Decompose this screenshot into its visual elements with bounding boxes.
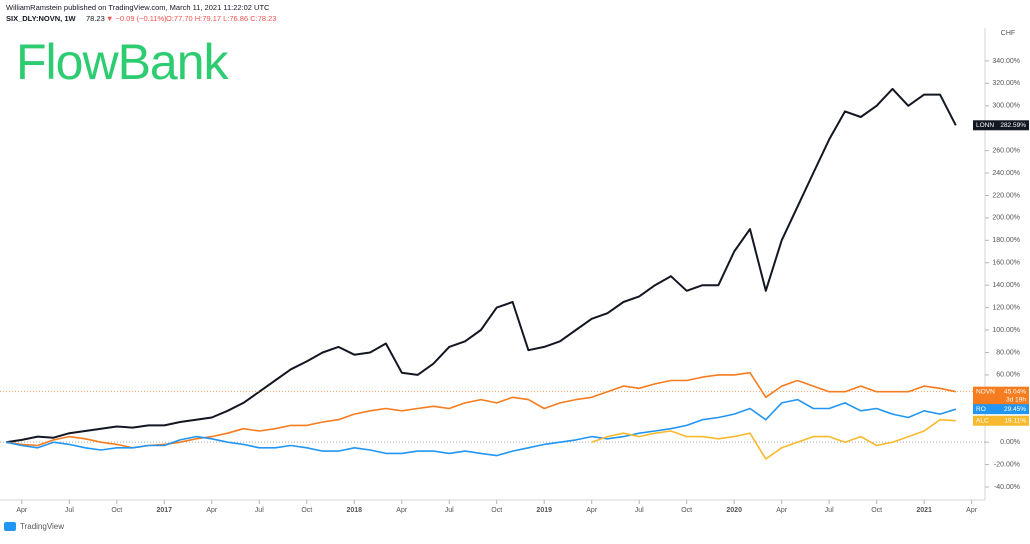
end-label-value: 19.11%: [1004, 417, 1026, 424]
publisher: WilliamRamstein published on TradingView…: [6, 3, 270, 12]
symbol: SIX_DLY:NOVN, 1W: [6, 14, 77, 23]
series-line: [5, 371, 956, 449]
y-tick-label: 340.00%: [992, 58, 1020, 65]
x-tick-label: Oct: [681, 507, 692, 514]
end-label-box: [973, 404, 1029, 415]
x-tick-label: Jul: [635, 507, 644, 514]
end-label-value: 29.45%: [1004, 406, 1026, 413]
y-tick-label: 220.00%: [992, 192, 1020, 199]
x-tick-label: Jul: [255, 507, 264, 514]
x-tick-label: Apr: [16, 507, 28, 514]
x-tick-label: 2017: [157, 507, 173, 514]
end-label-name: RO: [976, 406, 986, 413]
x-tick-label: 2021: [916, 507, 932, 514]
end-label-name: ALC: [976, 417, 989, 424]
series-line: [5, 87, 957, 444]
y-tick-label: 160.00%: [992, 260, 1020, 267]
x-tick-label: Apr: [586, 507, 598, 514]
currency: CHF: [1001, 30, 1015, 37]
x-tick-label: Apr: [206, 507, 218, 514]
series-line: [5, 398, 957, 457]
x-tick-label: Jul: [825, 507, 834, 514]
y-tick-label: 140.00%: [992, 282, 1020, 289]
y-tick-label: 300.00%: [992, 103, 1020, 110]
x-tick-label: Jul: [65, 507, 74, 514]
x-tick-label: 2018: [346, 507, 362, 514]
x-tick-label: 2020: [726, 507, 742, 514]
tv-icon: [4, 522, 16, 531]
last-price: 78.23: [86, 14, 105, 23]
y-tick-label: 120.00%: [992, 304, 1020, 311]
countdown: 3d 19h: [1006, 396, 1026, 403]
end-label-box: [973, 415, 1029, 426]
y-tick-label: 100.00%: [992, 327, 1020, 334]
x-tick-label: Oct: [111, 507, 122, 514]
x-tick-label: Apr: [966, 507, 978, 514]
footer: TradingView: [20, 522, 64, 531]
y-tick-label: 240.00%: [992, 170, 1020, 177]
logo: FlowBank: [16, 34, 230, 90]
end-label-box: [973, 386, 1029, 405]
end-label-value: 282.59%: [1000, 122, 1026, 129]
series-line: [591, 418, 956, 460]
x-tick-label: 2019: [536, 507, 552, 514]
end-label-box: [973, 120, 1029, 131]
y-tick-label: -40.00%: [994, 484, 1020, 491]
end-label-name: NOVN: [976, 388, 995, 395]
end-label-value: 45.04%: [1004, 388, 1026, 395]
x-tick-label: Jul: [445, 507, 454, 514]
ohlc: O:77.70 H:79.17 L:76.86 C:78.23: [166, 14, 277, 23]
y-tick-label: 80.00%: [996, 349, 1020, 356]
y-tick-label: -20.00%: [994, 461, 1020, 468]
end-label-name: LONN: [976, 122, 994, 129]
x-tick-label: Oct: [871, 507, 882, 514]
y-tick-label: 260.00%: [992, 147, 1020, 154]
y-tick-label: 0.00%: [1000, 439, 1020, 446]
x-tick-label: Apr: [396, 507, 408, 514]
y-tick-label: 180.00%: [992, 237, 1020, 244]
y-tick-label: 320.00%: [992, 80, 1020, 87]
x-tick-label: Oct: [301, 507, 312, 514]
y-tick-label: 200.00%: [992, 215, 1020, 222]
x-tick-label: Apr: [776, 507, 788, 514]
x-tick-label: Oct: [491, 507, 502, 514]
change: ▼ −0.09 (−0.11%): [106, 14, 167, 23]
y-tick-label: 60.00%: [996, 372, 1020, 379]
